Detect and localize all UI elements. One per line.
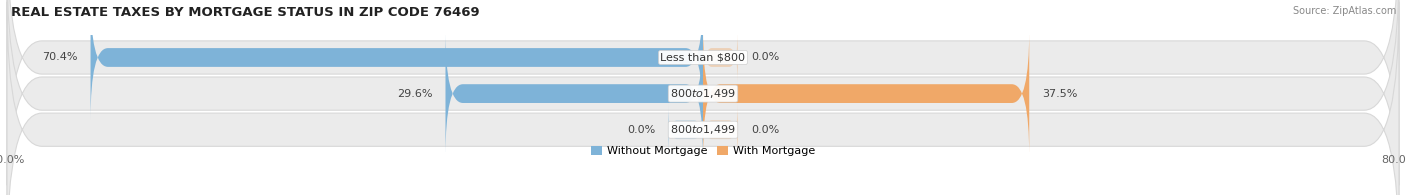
Legend: Without Mortgage, With Mortgage: Without Mortgage, With Mortgage [586, 141, 820, 161]
FancyBboxPatch shape [703, 103, 738, 156]
FancyBboxPatch shape [90, 0, 703, 120]
FancyBboxPatch shape [703, 31, 738, 84]
FancyBboxPatch shape [703, 31, 1029, 156]
Text: 0.0%: 0.0% [627, 125, 655, 135]
Text: 0.0%: 0.0% [751, 125, 779, 135]
FancyBboxPatch shape [7, 2, 1399, 195]
Text: 0.0%: 0.0% [751, 52, 779, 62]
FancyBboxPatch shape [7, 0, 1399, 185]
Text: 37.5%: 37.5% [1042, 89, 1077, 99]
Text: $800 to $1,499: $800 to $1,499 [671, 87, 735, 100]
FancyBboxPatch shape [7, 0, 1399, 195]
Text: $800 to $1,499: $800 to $1,499 [671, 123, 735, 136]
Text: Less than $800: Less than $800 [661, 52, 745, 62]
FancyBboxPatch shape [668, 103, 703, 156]
Text: 70.4%: 70.4% [42, 52, 77, 62]
FancyBboxPatch shape [446, 31, 703, 156]
Text: REAL ESTATE TAXES BY MORTGAGE STATUS IN ZIP CODE 76469: REAL ESTATE TAXES BY MORTGAGE STATUS IN … [11, 6, 479, 19]
Text: 29.6%: 29.6% [396, 89, 433, 99]
Text: Source: ZipAtlas.com: Source: ZipAtlas.com [1292, 6, 1396, 16]
